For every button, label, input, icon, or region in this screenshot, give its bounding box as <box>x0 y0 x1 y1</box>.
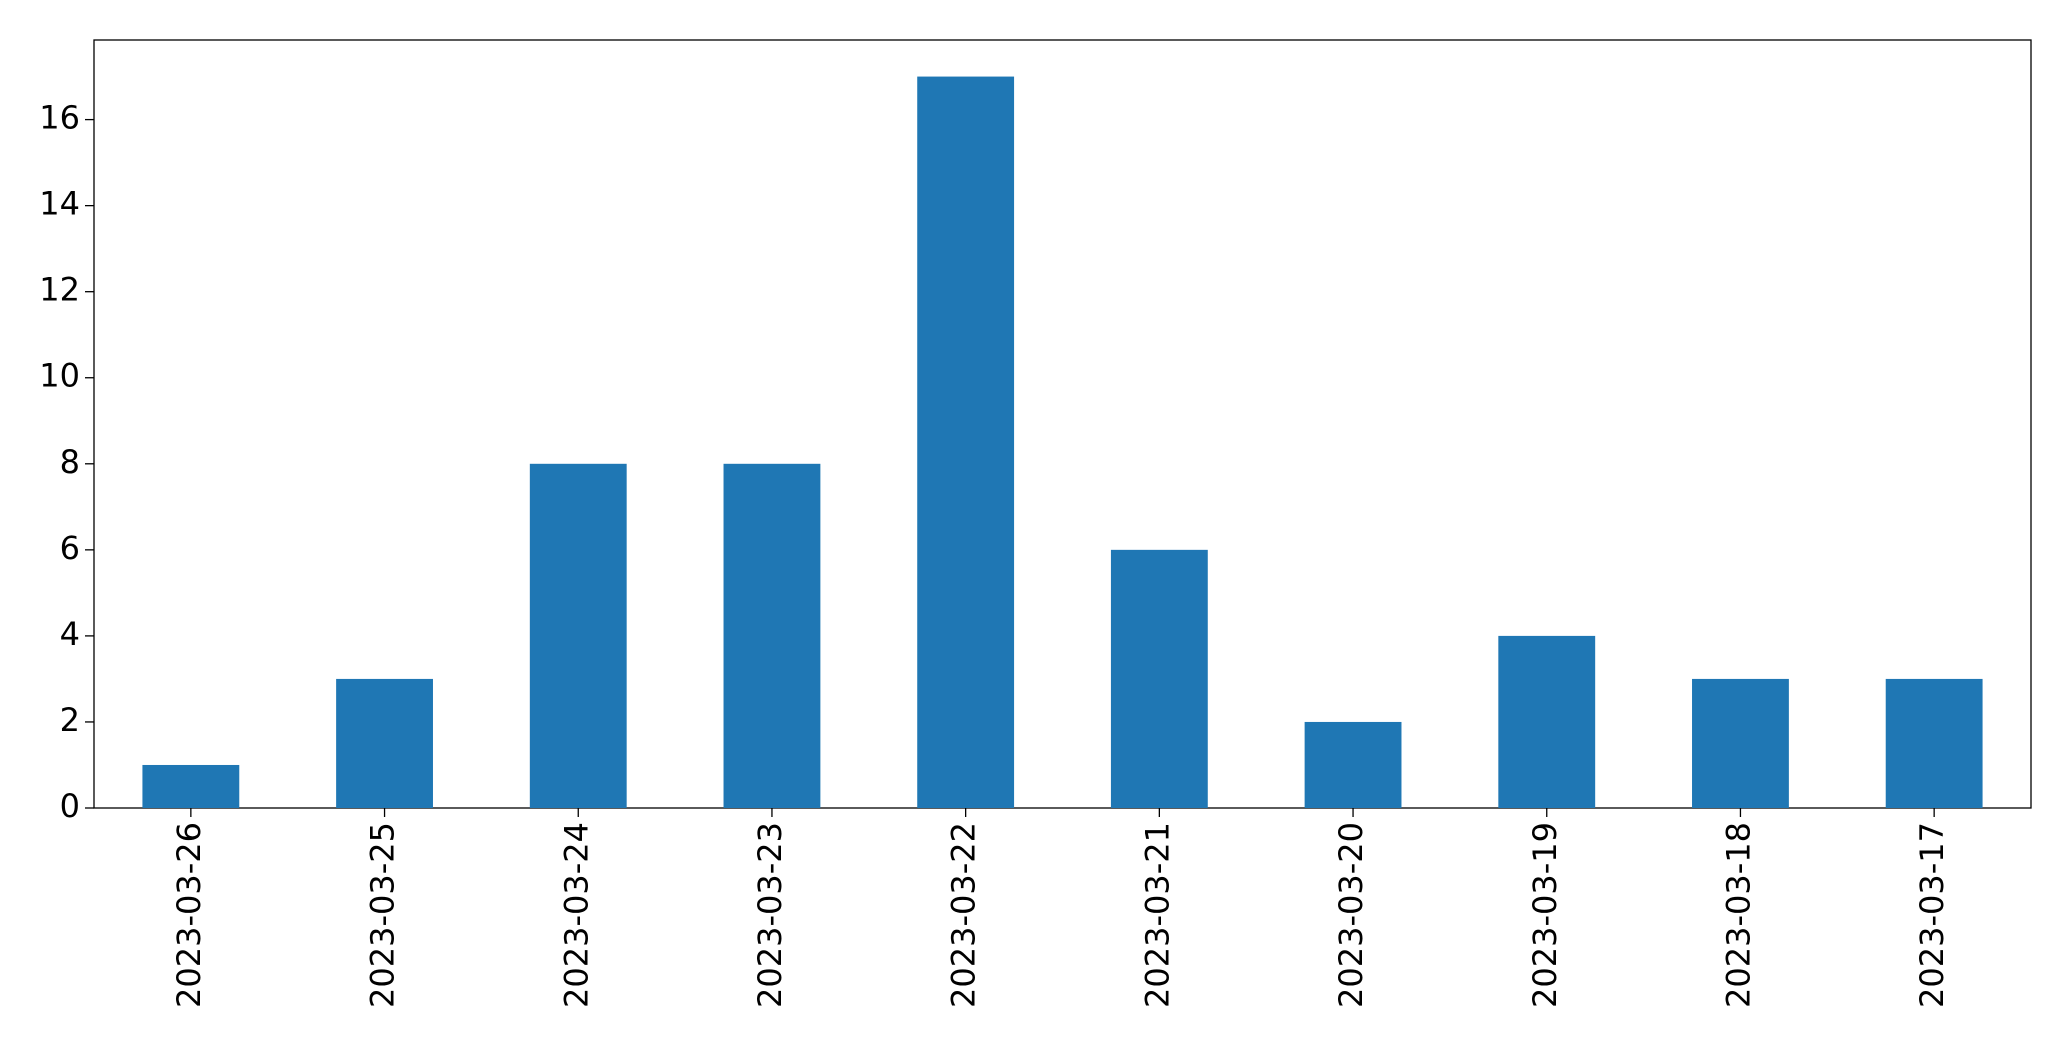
y-tick-label: 16 <box>39 99 80 137</box>
x-tick-label: 2023-03-22 <box>945 822 983 1008</box>
x-tick-label: 2023-03-17 <box>1913 822 1951 1008</box>
y-tick-label: 2 <box>60 701 80 739</box>
y-tick-label: 10 <box>39 357 80 395</box>
x-tick-label: 2023-03-25 <box>364 822 402 1008</box>
x-tick-label: 2023-03-19 <box>1526 822 1564 1008</box>
y-tick-label: 12 <box>39 271 80 309</box>
y-tick-label: 14 <box>39 185 80 223</box>
bar <box>1692 678 1789 808</box>
bar <box>529 463 627 808</box>
plot-frame <box>93 39 2032 809</box>
bar <box>1885 678 1983 808</box>
bar <box>723 463 821 808</box>
x-tick-label: 2023-03-18 <box>1719 822 1757 1008</box>
bar <box>336 678 433 808</box>
bar <box>1304 721 1402 808</box>
bar <box>1110 549 1208 808</box>
x-tick-label: 2023-03-20 <box>1332 822 1370 1008</box>
x-tick-label: 2023-03-23 <box>751 822 789 1008</box>
bar <box>1498 635 1596 808</box>
y-tick-label: 0 <box>60 787 80 825</box>
y-tick-label: 8 <box>60 443 80 481</box>
x-tick-label: 2023-03-26 <box>170 822 208 1008</box>
y-tick-label: 4 <box>60 615 80 653</box>
bar <box>142 764 240 808</box>
x-tick-label: 2023-03-24 <box>557 822 595 1008</box>
bar <box>917 76 1015 809</box>
x-tick-label: 2023-03-21 <box>1138 822 1176 1008</box>
y-tick-label: 6 <box>60 529 80 567</box>
